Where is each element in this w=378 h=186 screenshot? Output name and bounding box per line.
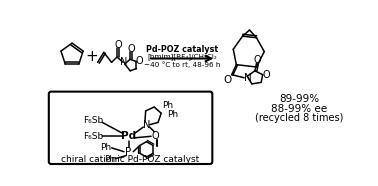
Text: F₆Sb: F₆Sb: [84, 132, 104, 141]
Text: O: O: [223, 75, 231, 85]
Text: Ph: Ph: [162, 101, 173, 110]
Text: +: +: [85, 49, 98, 65]
FancyBboxPatch shape: [49, 92, 212, 164]
Text: N: N: [143, 120, 150, 130]
Text: N: N: [119, 57, 127, 67]
Text: [bmim][BF₄]/CH₂Cl₂: [bmim][BF₄]/CH₂Cl₂: [147, 54, 217, 60]
Text: P: P: [125, 147, 132, 157]
Text: N: N: [244, 73, 252, 83]
Text: Ph: Ph: [104, 155, 115, 164]
Text: chiral cationic Pd-POZ catalyst: chiral cationic Pd-POZ catalyst: [61, 155, 199, 164]
Text: O: O: [263, 70, 270, 80]
Text: O: O: [127, 44, 135, 54]
Text: O: O: [136, 56, 143, 66]
Text: Ph: Ph: [100, 142, 111, 152]
Text: Pd: Pd: [121, 131, 136, 141]
Text: O: O: [254, 55, 261, 65]
Text: 89-99%: 89-99%: [279, 94, 319, 104]
Text: Ph: Ph: [167, 110, 178, 119]
Text: F₆Sb: F₆Sb: [84, 116, 104, 125]
Text: O: O: [152, 131, 160, 141]
Text: O: O: [115, 40, 122, 50]
Text: 88-99% ee: 88-99% ee: [271, 104, 327, 114]
Text: −40 °C to rt, 48-96 h: −40 °C to rt, 48-96 h: [144, 61, 220, 68]
Text: (recycled 8 times): (recycled 8 times): [255, 113, 343, 123]
Text: Pd-POZ catalyst: Pd-POZ catalyst: [146, 45, 218, 54]
